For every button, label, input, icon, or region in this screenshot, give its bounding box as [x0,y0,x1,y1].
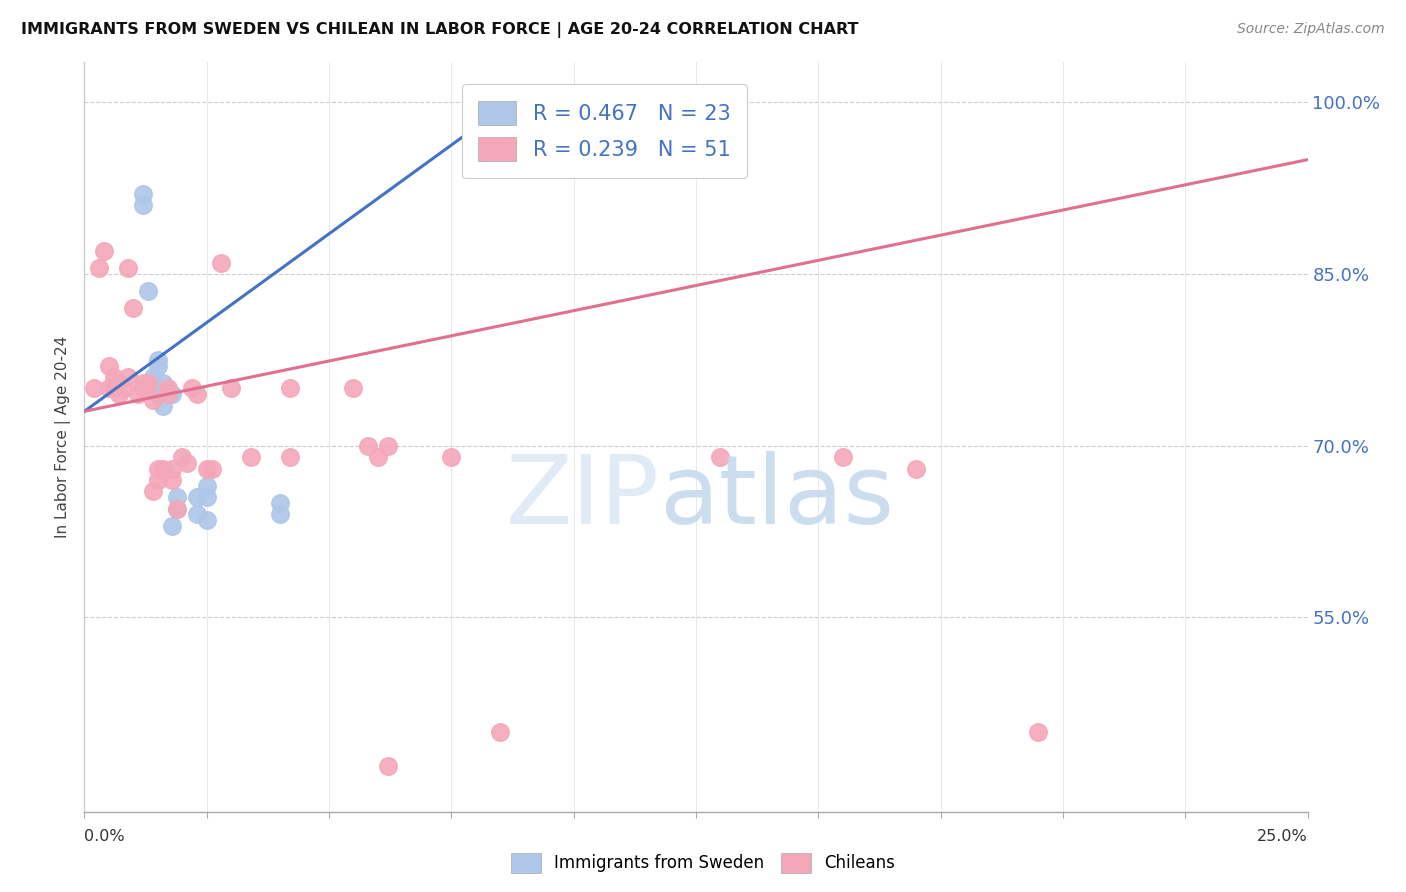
Point [176,456,198,470]
Point [136,284,159,298]
Point [136,376,159,390]
Text: 25.0%: 25.0% [1257,829,1308,844]
Text: ZIP: ZIP [505,450,659,543]
Point [107,387,129,401]
Point [142,392,165,407]
Point [186,508,208,522]
Point [377,439,399,453]
Point [200,461,222,475]
Point [377,759,399,773]
Point [146,352,169,367]
Point [146,359,169,373]
Y-axis label: In Labor Force | Age 20-24: In Labor Force | Age 20-24 [55,336,72,538]
Point [117,261,139,276]
Point [103,381,125,395]
Point [709,450,731,464]
Point [181,381,204,395]
Point [117,370,139,384]
Point [152,376,174,390]
Point [661,158,683,172]
Point [127,387,149,401]
Point [112,381,135,395]
Point [831,450,853,464]
Point [132,198,155,212]
Point [269,496,291,510]
Point [440,450,463,464]
Point [195,513,218,527]
Point [186,490,208,504]
Point [195,490,218,504]
Point [162,461,184,475]
Point [146,461,169,475]
Point [166,501,188,516]
Point [142,381,165,395]
Point [146,473,169,487]
Point [636,95,658,110]
Point [269,508,291,522]
Point [239,450,262,464]
Point [905,461,928,475]
Point [1028,724,1050,739]
Point [146,387,169,401]
Point [278,381,301,395]
Point [156,381,179,395]
Legend: Immigrants from Sweden, Chileans: Immigrants from Sweden, Chileans [505,847,901,880]
Point [132,376,155,390]
Point [209,255,232,269]
Point [136,376,159,390]
Point [107,376,129,390]
Point [367,450,389,464]
Point [162,387,184,401]
Point [342,381,364,395]
Point [152,461,174,475]
Point [87,261,110,276]
Point [195,461,218,475]
Point [97,381,120,395]
Point [186,387,208,401]
Point [122,301,145,316]
Point [219,381,242,395]
Point [162,473,184,487]
Point [132,381,155,395]
Point [97,359,120,373]
Point [103,370,125,384]
Point [278,450,301,464]
Point [142,370,165,384]
Point [83,381,105,395]
Point [166,490,188,504]
Point [93,244,115,259]
Point [357,439,380,453]
Point [156,387,179,401]
Text: IMMIGRANTS FROM SWEDEN VS CHILEAN IN LABOR FORCE | AGE 20-24 CORRELATION CHART: IMMIGRANTS FROM SWEDEN VS CHILEAN IN LAB… [21,22,859,38]
Text: atlas: atlas [659,450,894,543]
Point [162,518,184,533]
Point [489,724,512,739]
Text: 0.0%: 0.0% [84,829,125,844]
Point [142,484,165,499]
Legend: R = 0.467   N = 23, R = 0.239   N = 51: R = 0.467 N = 23, R = 0.239 N = 51 [461,84,747,178]
Text: Source: ZipAtlas.com: Source: ZipAtlas.com [1237,22,1385,37]
Point [166,501,188,516]
Point [499,95,522,110]
Point [152,399,174,413]
Point [195,479,218,493]
Point [132,186,155,201]
Point [172,450,194,464]
